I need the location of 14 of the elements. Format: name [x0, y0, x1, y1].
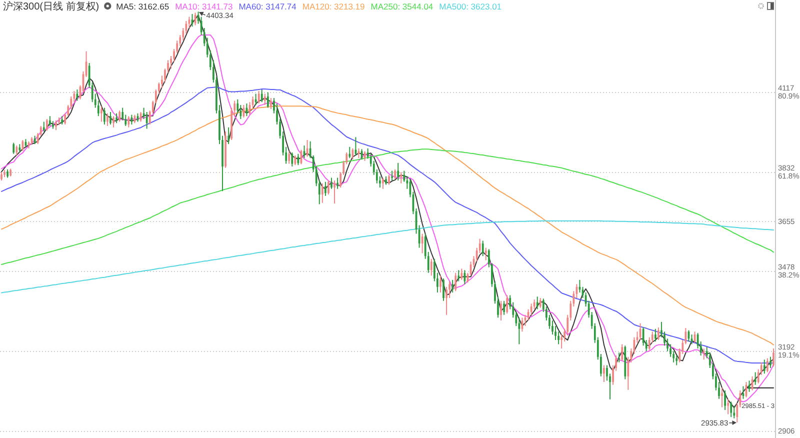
line-series: [1, 148, 774, 265]
candlestick: [484, 248, 487, 260]
line-series: [1, 220, 774, 294]
candlestick: [721, 388, 723, 408]
text: MA500: 3623.01: [439, 2, 502, 12]
candlestick: [754, 372, 756, 385]
text: MA10: 3141.73: [175, 2, 233, 12]
candlestick: [618, 352, 620, 362]
text: MA5: 3162.65: [116, 2, 170, 12]
chart-title: 沪深300(日线 前复权): [3, 0, 100, 12]
text: MA60: 3147.74: [238, 2, 297, 12]
text: MA250: 3544.04: [370, 2, 434, 12]
candlestick: [702, 348, 705, 360]
text: MA120: 3213.19: [302, 2, 366, 12]
